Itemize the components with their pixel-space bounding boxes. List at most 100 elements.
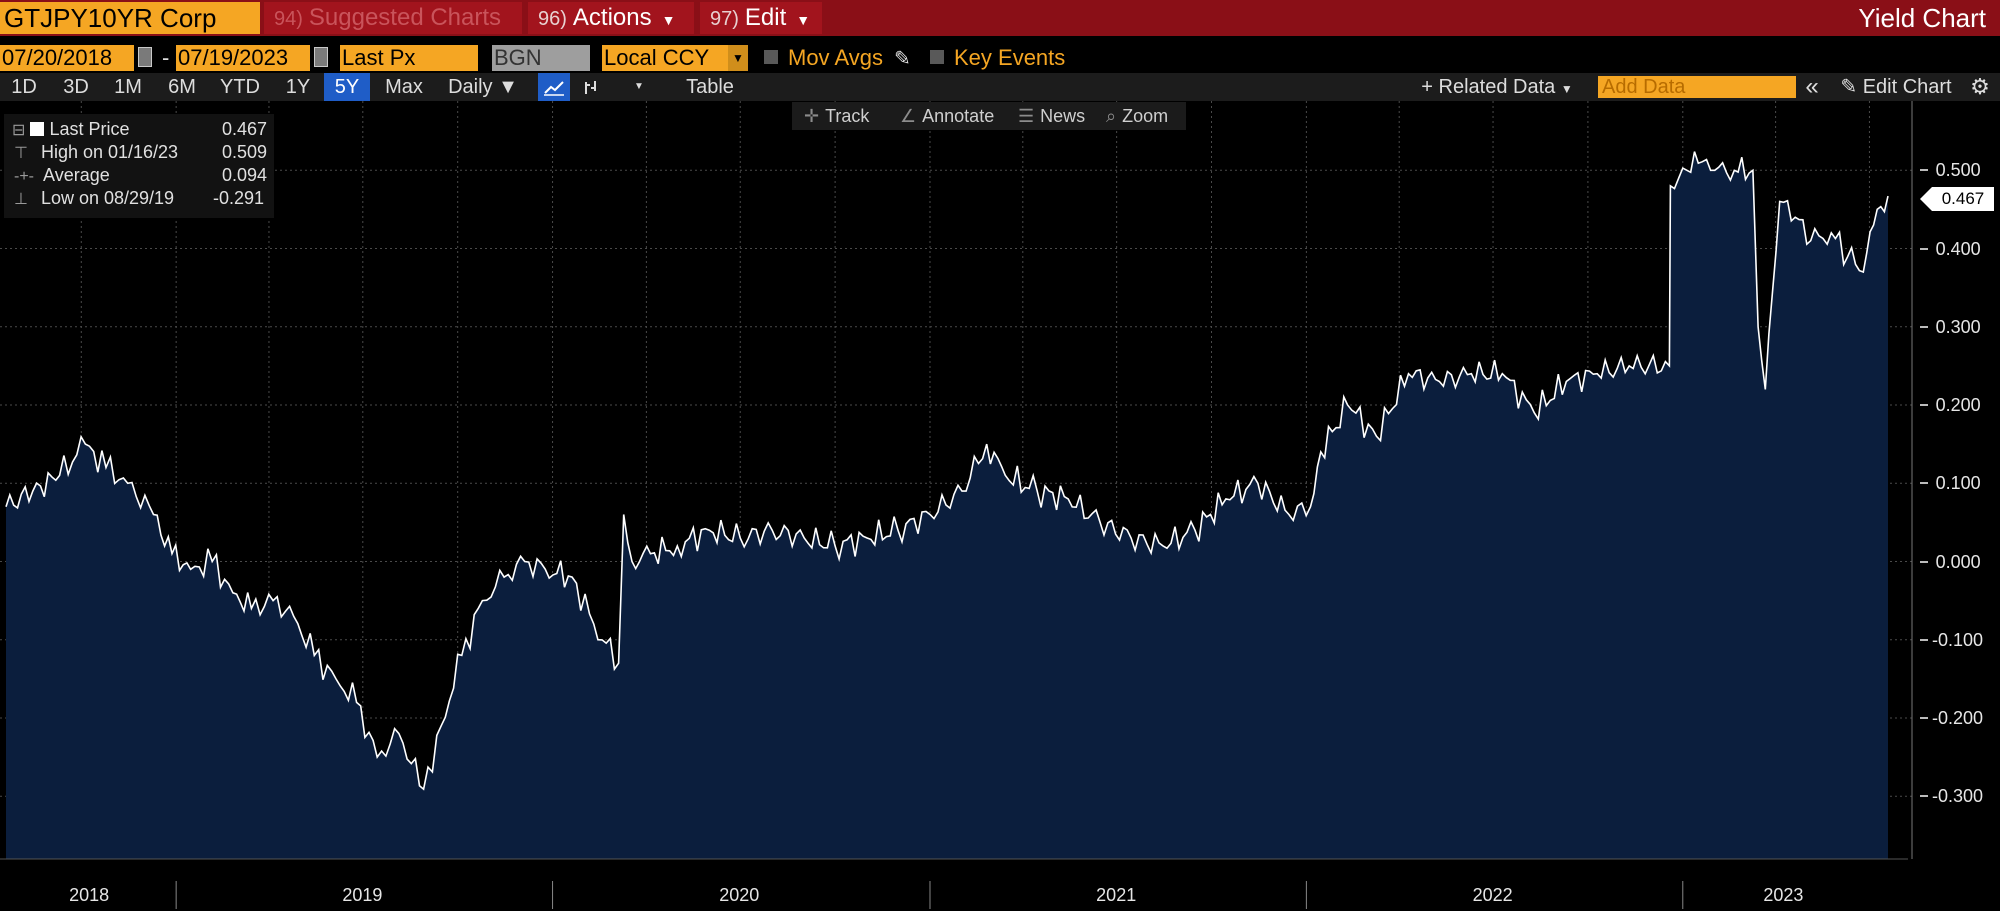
menu-label: Suggested Charts — [308, 4, 502, 31]
frequency-dropdown[interactable]: Daily ▼ — [438, 73, 528, 101]
crosshair-icon: ✛ — [804, 106, 820, 126]
related-data-dropdown[interactable]: + Related Data ▼ — [1412, 73, 1582, 101]
x-year-label: 2018 — [69, 885, 110, 905]
news-tool[interactable]: ☰ News — [1018, 102, 1085, 130]
annotate-tool[interactable]: ∠ Annotate — [900, 102, 994, 130]
timeframe-5y[interactable]: 5Y — [324, 73, 370, 101]
year-separators — [175, 881, 1684, 909]
y-tick-label: 0.500 — [1932, 160, 1981, 181]
timeframe-3d[interactable]: 3D — [63, 76, 89, 98]
legend-high-value: 0.509 — [222, 142, 268, 162]
x-year-label: 2019 — [342, 885, 383, 905]
actions-menu[interactable]: 96) Actions ▼ — [528, 2, 694, 34]
zoom-icon: ⌕ — [1106, 106, 1117, 126]
zoom-label: Zoom — [1122, 106, 1169, 126]
legend-last-value: 0.467 — [222, 119, 268, 139]
line-chart-icon[interactable] — [538, 73, 570, 101]
mov-avgs-label[interactable]: Mov Avgs — [788, 45, 883, 70]
chart-type-dropdown-icon[interactable]: ▼ — [634, 81, 644, 92]
start-date-field[interactable]: 07/20/2018 — [0, 45, 134, 71]
timeframe-1y[interactable]: 1Y — [285, 76, 311, 98]
collapse-icon[interactable]: « — [1805, 73, 1819, 100]
yield-area — [6, 151, 1888, 860]
legend-row-high: ⊤ High on 01/16/23 — [14, 141, 178, 165]
y-tick-label: 0.300 — [1932, 316, 1981, 337]
y-tick-label: 0.100 — [1932, 473, 1981, 494]
related-data-label: + Related Data — [1421, 76, 1556, 98]
y-tick-label: -0.100 — [1932, 629, 1984, 650]
x-year-label: 2023 — [1763, 885, 1804, 905]
legend-avg-value: 0.094 — [222, 165, 268, 185]
calendar-icon[interactable] — [138, 47, 152, 67]
zoom-tool[interactable]: ⌕ Zoom — [1106, 102, 1168, 130]
table-button[interactable]: Table — [686, 76, 734, 98]
collapse-icon[interactable]: ⊟ — [12, 122, 26, 139]
legend-low-value: -0.291 — [213, 188, 265, 208]
y-tick-mark — [1920, 169, 1928, 172]
calendar-icon[interactable] — [314, 47, 328, 67]
pencil-icon[interactable]: ✎ — [894, 48, 911, 70]
price-field[interactable]: Last Px — [340, 45, 478, 71]
last-value-pointer — [1920, 187, 1932, 211]
pencil-icon: ✎ — [1840, 76, 1858, 98]
key-events-label[interactable]: Key Events — [954, 45, 1066, 70]
legend-row-low: ⊥ Low on 08/29/19 — [14, 187, 174, 211]
timeframe-max[interactable]: Max — [385, 76, 423, 98]
y-tick-mark — [1920, 560, 1928, 563]
y-tick-mark — [1920, 325, 1928, 328]
currency-dropdown[interactable]: Local CCY — [602, 45, 728, 71]
menu-label: Actions — [572, 4, 652, 31]
annotate-icon: ∠ — [900, 106, 917, 126]
end-date-field[interactable]: 07/19/2023 — [176, 45, 310, 71]
key-events-checkbox[interactable] — [930, 50, 944, 64]
yield-chart[interactable] — [0, 101, 2000, 911]
frequency-label: Daily — [448, 76, 493, 98]
timeframe-1d[interactable]: 1D — [11, 76, 37, 98]
gear-icon[interactable]: ⚙ — [1970, 74, 1990, 99]
caret-down-icon: ▼ — [1560, 82, 1573, 96]
y-tick-label: -0.300 — [1932, 786, 1984, 807]
mov-avgs-checkbox[interactable] — [764, 50, 778, 64]
track-tool[interactable]: ✛ Track — [804, 102, 869, 130]
low-marker-icon: ⊥ — [14, 191, 28, 208]
timeframe-ytd[interactable]: YTD — [220, 76, 260, 98]
x-year-label: 2021 — [1096, 885, 1137, 905]
y-tick-mark — [1920, 404, 1928, 406]
edit-chart-button[interactable]: ✎ Edit Chart — [1834, 73, 1958, 101]
timeframe-6m[interactable]: 6M — [168, 76, 196, 98]
menu-number: 97) — [710, 8, 739, 30]
chevron-down-icon: ▼ — [796, 12, 811, 28]
legend-avg-label: Average — [43, 165, 110, 185]
x-year-label: 2020 — [719, 885, 760, 905]
y-tick-label: 0.000 — [1932, 551, 1981, 572]
legend-high-label: High on 01/16/23 — [40, 142, 179, 162]
y-tick-mark — [1920, 638, 1928, 641]
high-marker-icon: ⊤ — [14, 145, 28, 162]
legend-row-avg: -+- Average — [14, 164, 110, 188]
legend-row-last: ⊟ Last Price — [12, 118, 129, 142]
legend-last-label: Last Price — [49, 119, 130, 139]
last-price-swatch — [30, 122, 45, 136]
menu-label: Edit — [744, 4, 787, 31]
timeframe-1m[interactable]: 1M — [114, 76, 142, 98]
chevron-down-icon[interactable]: ▼ — [728, 45, 748, 71]
edit-menu[interactable]: 97) Edit ▼ — [700, 2, 822, 34]
menu-number: 94) — [274, 8, 303, 30]
add-data-input[interactable]: Add Data — [1598, 76, 1796, 98]
suggested-charts-menu[interactable]: 94) Suggested Charts — [264, 2, 522, 34]
y-tick-label: 0.400 — [1932, 238, 1981, 259]
news-icon: ☰ — [1018, 106, 1035, 126]
page-title: Yield Chart — [1858, 3, 1986, 33]
bar-chart-icon[interactable] — [576, 73, 606, 101]
caret-down-icon: ▼ — [498, 76, 518, 98]
edit-chart-label: Edit Chart — [1862, 76, 1952, 98]
menu-number: 96) — [538, 8, 567, 30]
x-year-label: 2022 — [1472, 885, 1513, 905]
chevron-down-icon: ▼ — [661, 12, 676, 28]
track-label: Track — [825, 106, 870, 126]
y-tick-label: -0.200 — [1932, 708, 1984, 728]
ticker-field[interactable]: GTJPY10YR Corp — [0, 2, 260, 34]
news-label: News — [1040, 106, 1086, 126]
chart-tools-bar — [792, 102, 1186, 130]
source-field[interactable]: BGN — [492, 45, 590, 71]
